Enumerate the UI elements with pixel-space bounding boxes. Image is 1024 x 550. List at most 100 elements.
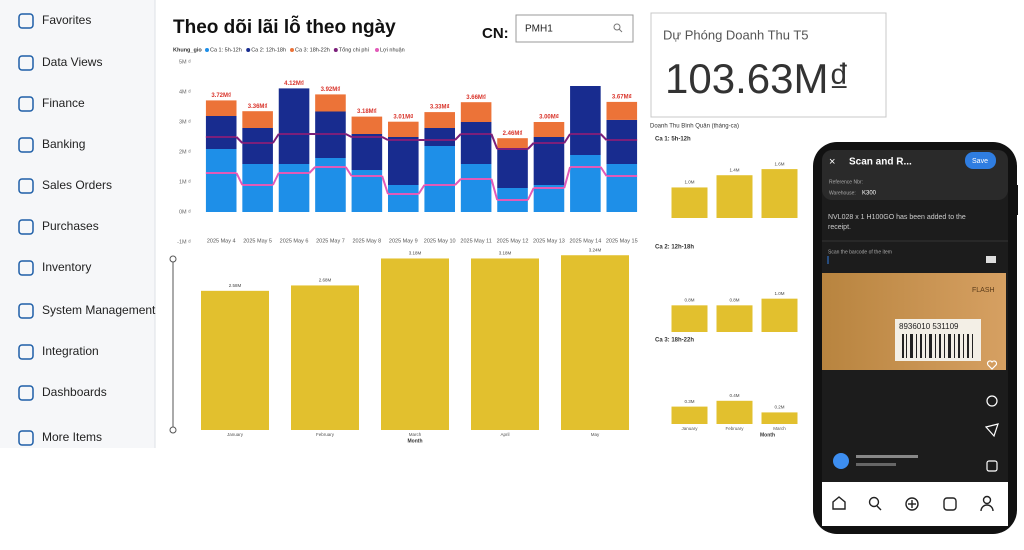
data-label: 2.68M xyxy=(319,278,332,283)
x-tick-label: 2025 May 14 xyxy=(569,238,601,244)
bar-segment xyxy=(242,128,273,164)
filter-label: CN: xyxy=(482,25,509,42)
flash-label: FLASH xyxy=(972,287,995,294)
warehouse-label: Warehouse: xyxy=(829,190,856,196)
bar-segment xyxy=(606,164,638,212)
menu-item[interactable]: Inventory xyxy=(18,260,91,276)
bar-segment xyxy=(606,101,638,120)
step-connector xyxy=(235,166,608,201)
x-axis-title: Month xyxy=(408,438,423,444)
legend-label: Lợi nhuận xyxy=(380,47,405,53)
save-button[interactable] xyxy=(965,152,996,169)
legend-label: Ca 1: 5h-12h xyxy=(210,47,242,53)
menu-item[interactable]: Dashboards xyxy=(18,385,107,401)
total-label: 3.92M₫ xyxy=(321,87,341,93)
barcode-label xyxy=(895,319,981,361)
data-label: 0.8M xyxy=(684,298,694,303)
total-label: 3.36M₫ xyxy=(248,104,268,110)
bar xyxy=(716,400,753,424)
bar-segment xyxy=(278,88,310,164)
data-label: 3.18M xyxy=(499,251,512,256)
message-line: receipt. xyxy=(828,224,851,231)
bar xyxy=(381,258,449,430)
panel-title: Doanh Thu Bình Quân (tháng-ca) xyxy=(650,124,739,130)
legend-title: Khung_gio xyxy=(173,47,202,53)
menu-icon xyxy=(18,178,34,194)
bar-segment xyxy=(424,146,456,212)
chart-title: Ca 3: 18h-22h xyxy=(655,338,694,344)
nav-icons[interactable] xyxy=(832,495,994,512)
menu-item[interactable]: System Management xyxy=(18,303,156,319)
x-tick-label: 2025 May 7 xyxy=(316,238,345,244)
x-tick-label: 2025 May 10 xyxy=(424,238,456,244)
bar-segment xyxy=(278,164,310,212)
total-label: 3.67M₫ xyxy=(612,94,632,100)
bar-segment xyxy=(387,121,419,137)
bar-segment xyxy=(606,119,638,164)
menu-item[interactable]: Data Views xyxy=(18,55,102,71)
menu-icon xyxy=(18,385,34,401)
total-label: 2.46M₫ xyxy=(503,131,523,137)
y-tick-label: -1M ₫ xyxy=(177,239,191,245)
chart-title: Ca 2: 12h-18h xyxy=(655,245,694,251)
sidebar xyxy=(0,0,155,448)
data-label: 3.24M xyxy=(589,247,602,252)
menu-item[interactable]: Banking xyxy=(18,137,85,153)
data-label: 0.3M xyxy=(684,399,694,404)
menu-item[interactable]: Sales Orders xyxy=(18,178,112,194)
filter-value: PMH1 xyxy=(525,24,553,35)
chart-title: Ca 1: 5h-12h xyxy=(655,137,691,143)
total-label: 3.18M₫ xyxy=(357,109,377,115)
side-actions[interactable] xyxy=(984,360,999,472)
bar xyxy=(716,305,753,332)
bar-segment xyxy=(387,137,419,185)
y-tick-label: 4M ₫ xyxy=(179,89,191,95)
y-tick-label: 0M ₫ xyxy=(179,209,191,215)
menu-item[interactable]: Purchases xyxy=(18,219,99,235)
menu-icon xyxy=(18,303,34,319)
bar-segment xyxy=(497,138,528,149)
y-tick-label: 2M ₫ xyxy=(179,149,191,155)
phone-button xyxy=(1013,185,1018,215)
data-label: 0.4M xyxy=(729,393,739,398)
menu-item[interactable]: More Items xyxy=(18,430,102,446)
menu-label: Favorites xyxy=(42,13,91,27)
barcode-number: 8936010 531109 xyxy=(899,322,959,331)
total-label: 3.33M₫ xyxy=(430,105,450,111)
bar xyxy=(291,285,359,430)
bar-segment xyxy=(533,185,565,212)
data-label: 0.8M xyxy=(729,298,739,303)
x-tick-label: 2025 May 5 xyxy=(243,238,272,244)
bar xyxy=(561,255,629,430)
bar xyxy=(716,175,753,218)
x-tick-label: 2025 May 12 xyxy=(497,238,529,244)
avatar xyxy=(833,453,849,469)
app-bar xyxy=(822,150,1008,200)
menu-item[interactable]: Integration xyxy=(18,344,99,360)
legend-label: Ca 3: 18h-22h xyxy=(295,47,330,53)
data-label: 1.0M xyxy=(774,291,784,296)
data-label: 1.0M xyxy=(684,180,694,185)
barcode-icon[interactable] xyxy=(986,256,996,263)
slider-handle[interactable] xyxy=(169,255,177,263)
legend-swatch xyxy=(375,48,379,52)
x-tick-label: May xyxy=(591,432,600,437)
menu-icon xyxy=(18,260,34,276)
slider-handle[interactable] xyxy=(169,426,177,434)
x-tick-label: 2025 May 8 xyxy=(353,238,382,244)
data-label: 1.6M xyxy=(774,161,784,166)
menu-icon xyxy=(18,344,34,360)
kpi-card xyxy=(650,12,887,118)
menu-label: More Items xyxy=(42,430,102,444)
x-tick-label: 2025 May 9 xyxy=(389,238,418,244)
phone: × Scan and R... Save Reference Nbr: Ware… xyxy=(813,142,1018,534)
legend-swatch xyxy=(205,48,209,52)
filter-box[interactable] xyxy=(515,14,634,43)
menu-item[interactable]: Favorites xyxy=(18,13,91,29)
x-tick-label: 2025 May 4 xyxy=(207,238,236,244)
bar-segment xyxy=(387,185,419,212)
close-icon[interactable]: × xyxy=(829,156,835,168)
data-label: 0.2M xyxy=(774,405,784,410)
menu-item[interactable]: Finance xyxy=(18,96,85,112)
